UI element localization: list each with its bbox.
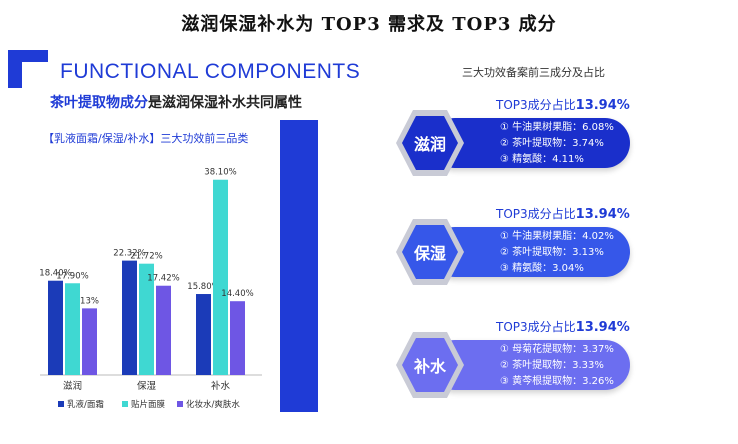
card-title-value: 13.94% — [575, 98, 630, 113]
bar-value-label: 17.42% — [147, 274, 179, 284]
legend-swatch — [177, 401, 183, 407]
bar — [139, 263, 154, 375]
bar — [122, 260, 137, 375]
card-title-prefix: TOP3成分占比 — [496, 207, 576, 221]
card-title-value: 13.94% — [575, 207, 630, 222]
legend-label: 贴片面膜 — [131, 399, 166, 410]
ingredient-item: ① 母菊花提取物：3.37% — [500, 344, 614, 355]
bar — [65, 283, 80, 375]
card-title-prefix: TOP3成分占比 — [496, 320, 576, 334]
legend-label: 乳液/面霜 — [67, 399, 104, 410]
x-tick-label: 保湿 — [137, 380, 157, 392]
page-title: 滋润保湿补水为 TOP3 需求及 TOP3 成分 — [181, 14, 557, 35]
functional-components-heading: FUNCTIONAL COMPONENTS — [60, 60, 361, 83]
bar — [156, 285, 171, 375]
blue-column-decoration — [280, 120, 318, 412]
card-title-value: 13.94% — [575, 320, 630, 335]
card-ingredient-list: ① 母菊花提取物：3.37% ② 茶叶提取物：3.33% ③ 黄芩根提取物：3.26… — [500, 342, 614, 390]
x-tick-label: 补水 — [211, 380, 231, 392]
bar — [196, 294, 211, 375]
card-title: TOP3成分占比13.94% — [496, 318, 630, 335]
bar-value-label: 38.10% — [204, 168, 236, 178]
ingredient-item: ③ 精氨酸：3.04% — [500, 263, 584, 274]
card-title: TOP3成分占比13.94% — [496, 205, 630, 222]
ingredient-item: ② 茶叶提取物：3.13% — [500, 247, 604, 258]
bar — [48, 280, 63, 375]
ingredient-item: ③ 精氨酸：4.11% — [500, 154, 584, 165]
ingredient-item: ① 牛油果树果脂：6.08% — [500, 122, 614, 133]
card-category-label: 保湿 — [402, 225, 458, 279]
section-subtitle: 茶叶提取物成分是滋润保湿补水共同属性 — [50, 92, 302, 112]
ingredient-item: ③ 黄芩根提取物：3.26% — [500, 376, 614, 387]
card-category-label: 补水 — [402, 338, 458, 392]
bar-value-label: 22.32% — [113, 249, 145, 259]
subtitle-highlight: 茶叶提取物成分 — [50, 95, 148, 111]
bar-value-label: 18.40% — [39, 269, 71, 279]
card-title-prefix: TOP3成分占比 — [496, 98, 576, 112]
legend-label: 化妆水/爽肤水 — [186, 399, 240, 410]
bar-value-label: 14.40% — [221, 289, 253, 299]
right-section-header: 三大功效备案前三成分及占比 — [462, 66, 605, 79]
card-title: TOP3成分占比13.94% — [496, 96, 630, 113]
legend-swatch — [122, 401, 128, 407]
card-hexagon-badge: 滋润 — [396, 110, 464, 176]
ingredient-item: ② 茶叶提取物：3.74% — [500, 138, 604, 149]
bar-value-label: 15.80% — [187, 282, 219, 292]
bar — [230, 301, 245, 375]
card-ingredient-list: ① 牛油果树果脂：6.08% ② 茶叶提取物：3.74% ③ 精氨酸：4.11% — [500, 120, 614, 168]
card-ingredient-list: ① 牛油果树果脂：4.02% ② 茶叶提取物：3.13% ③ 精氨酸：3.04% — [500, 229, 614, 277]
bar-value-label: 13% — [80, 296, 99, 306]
card-category-label: 滋润 — [402, 116, 458, 170]
chart-title: 【乳液面霜/保湿/补水】三大功效前三品类 — [43, 132, 249, 145]
bar — [82, 308, 97, 375]
ingredient-item: ② 茶叶提取物：3.33% — [500, 360, 604, 371]
ingredient-item: ① 牛油果树果脂：4.02% — [500, 231, 614, 242]
bar-value-label: 21.72% — [130, 252, 162, 262]
card-hexagon-badge: 保湿 — [396, 219, 464, 285]
card-hexagon-badge: 补水 — [396, 332, 464, 398]
bar-value-label: 17.90% — [56, 271, 88, 281]
x-tick-label: 滋润 — [63, 380, 82, 392]
brand-square-cutout — [22, 62, 48, 88]
bar-chart: 18.40%17.90% 13% 滋润 22.32%21.72% 17.42% 保湿 15.… — [39, 168, 262, 410]
subtitle-rest: 是滋润保湿补水共同属性 — [148, 95, 302, 111]
legend-swatch — [58, 401, 64, 407]
bar — [213, 179, 228, 375]
